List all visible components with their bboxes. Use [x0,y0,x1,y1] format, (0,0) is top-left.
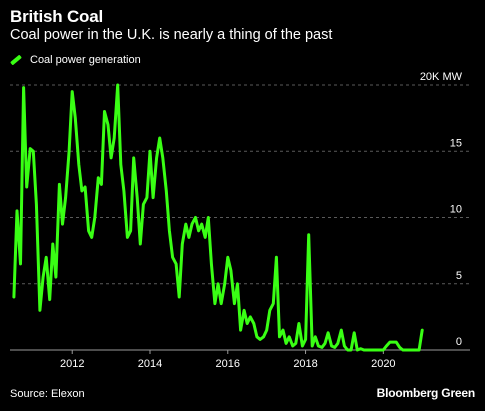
source-note: Source: Elexon [10,388,85,400]
y-axis-ticks: 20K MW 15 10 5 0 [420,71,463,348]
series-layer [12,83,424,352]
series-line-coal-power [12,83,424,352]
brand-logo: Bloomberg Green [376,386,476,400]
y-tick-label: 5 [456,270,462,282]
x-tick-label: 2012 [60,358,84,370]
y-tick-label: 20K MW [420,71,463,83]
x-tick-label: 2016 [216,358,240,370]
chart-subtitle: Coal power in the U.K. is nearly a thing… [10,27,333,43]
x-axis-ticks: 2012 2014 2016 2018 2020 [60,350,396,370]
y-tick-label: 0 [456,336,462,348]
x-tick-label: 2014 [138,358,162,370]
legend-label-coal: Coal power generation [30,54,141,66]
x-tick-label: 2020 [371,358,395,370]
chart-legend: Coal power generation [10,54,141,66]
gridlines [10,84,470,351]
y-tick-label: 15 [450,137,462,149]
chart-title: British Coal [10,7,104,26]
y-tick-label: 10 [450,204,462,216]
x-tick-label: 2018 [293,358,317,370]
